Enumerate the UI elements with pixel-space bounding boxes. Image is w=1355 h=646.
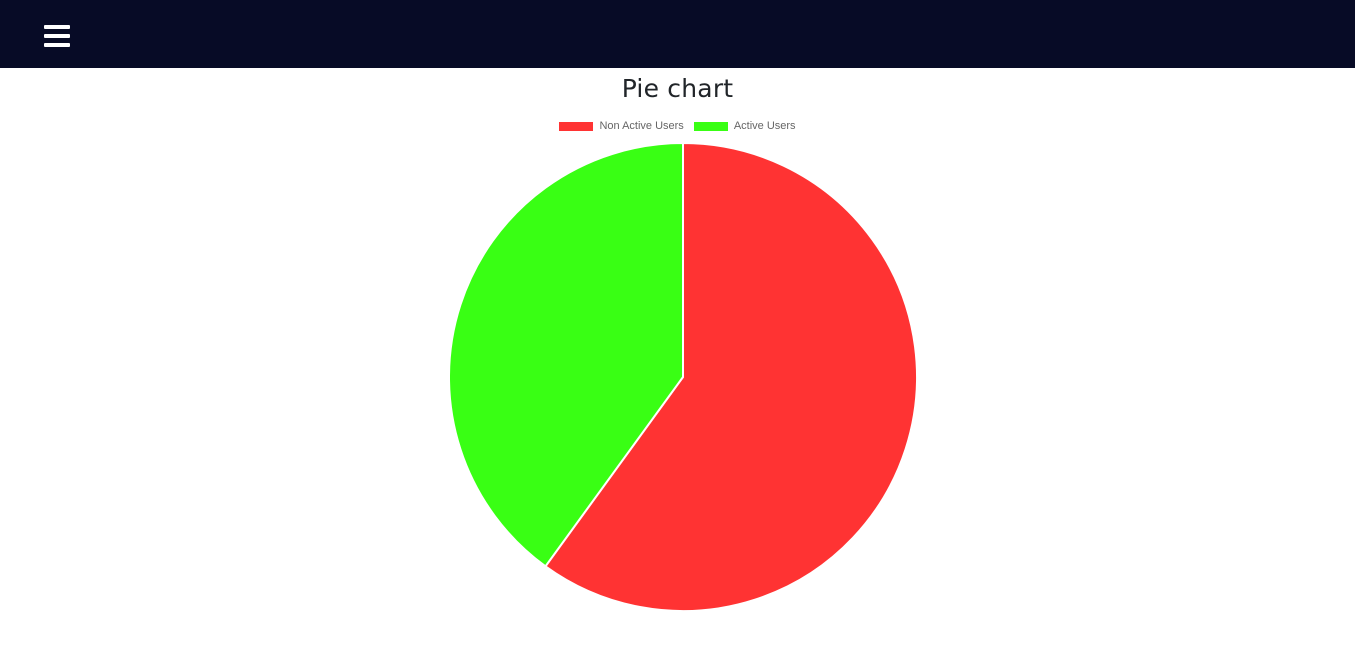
hamburger-menu-icon[interactable] <box>40 20 74 50</box>
chart-legend: Non Active Users Active Users <box>0 118 1355 134</box>
pie-slice-non-active-users[interactable] <box>544 141 918 612</box>
legend-item-non-active-users[interactable]: Non Active Users <box>559 120 684 132</box>
legend-item-active-users[interactable]: Active Users <box>693 120 796 132</box>
pie-slice-active-users[interactable] <box>448 141 684 568</box>
legend-label-non-active-users: Non Active Users <box>599 120 684 132</box>
menu-bar-line <box>44 43 70 47</box>
chart-title: Pie chart <box>621 74 734 103</box>
legend-swatch-active-users <box>693 121 728 131</box>
top-navbar <box>0 0 1355 68</box>
menu-bar-line <box>44 34 70 38</box>
legend-swatch-non-active-users <box>559 121 594 131</box>
legend-label-active-users: Active Users <box>733 120 796 132</box>
menu-bar-line <box>44 25 70 29</box>
